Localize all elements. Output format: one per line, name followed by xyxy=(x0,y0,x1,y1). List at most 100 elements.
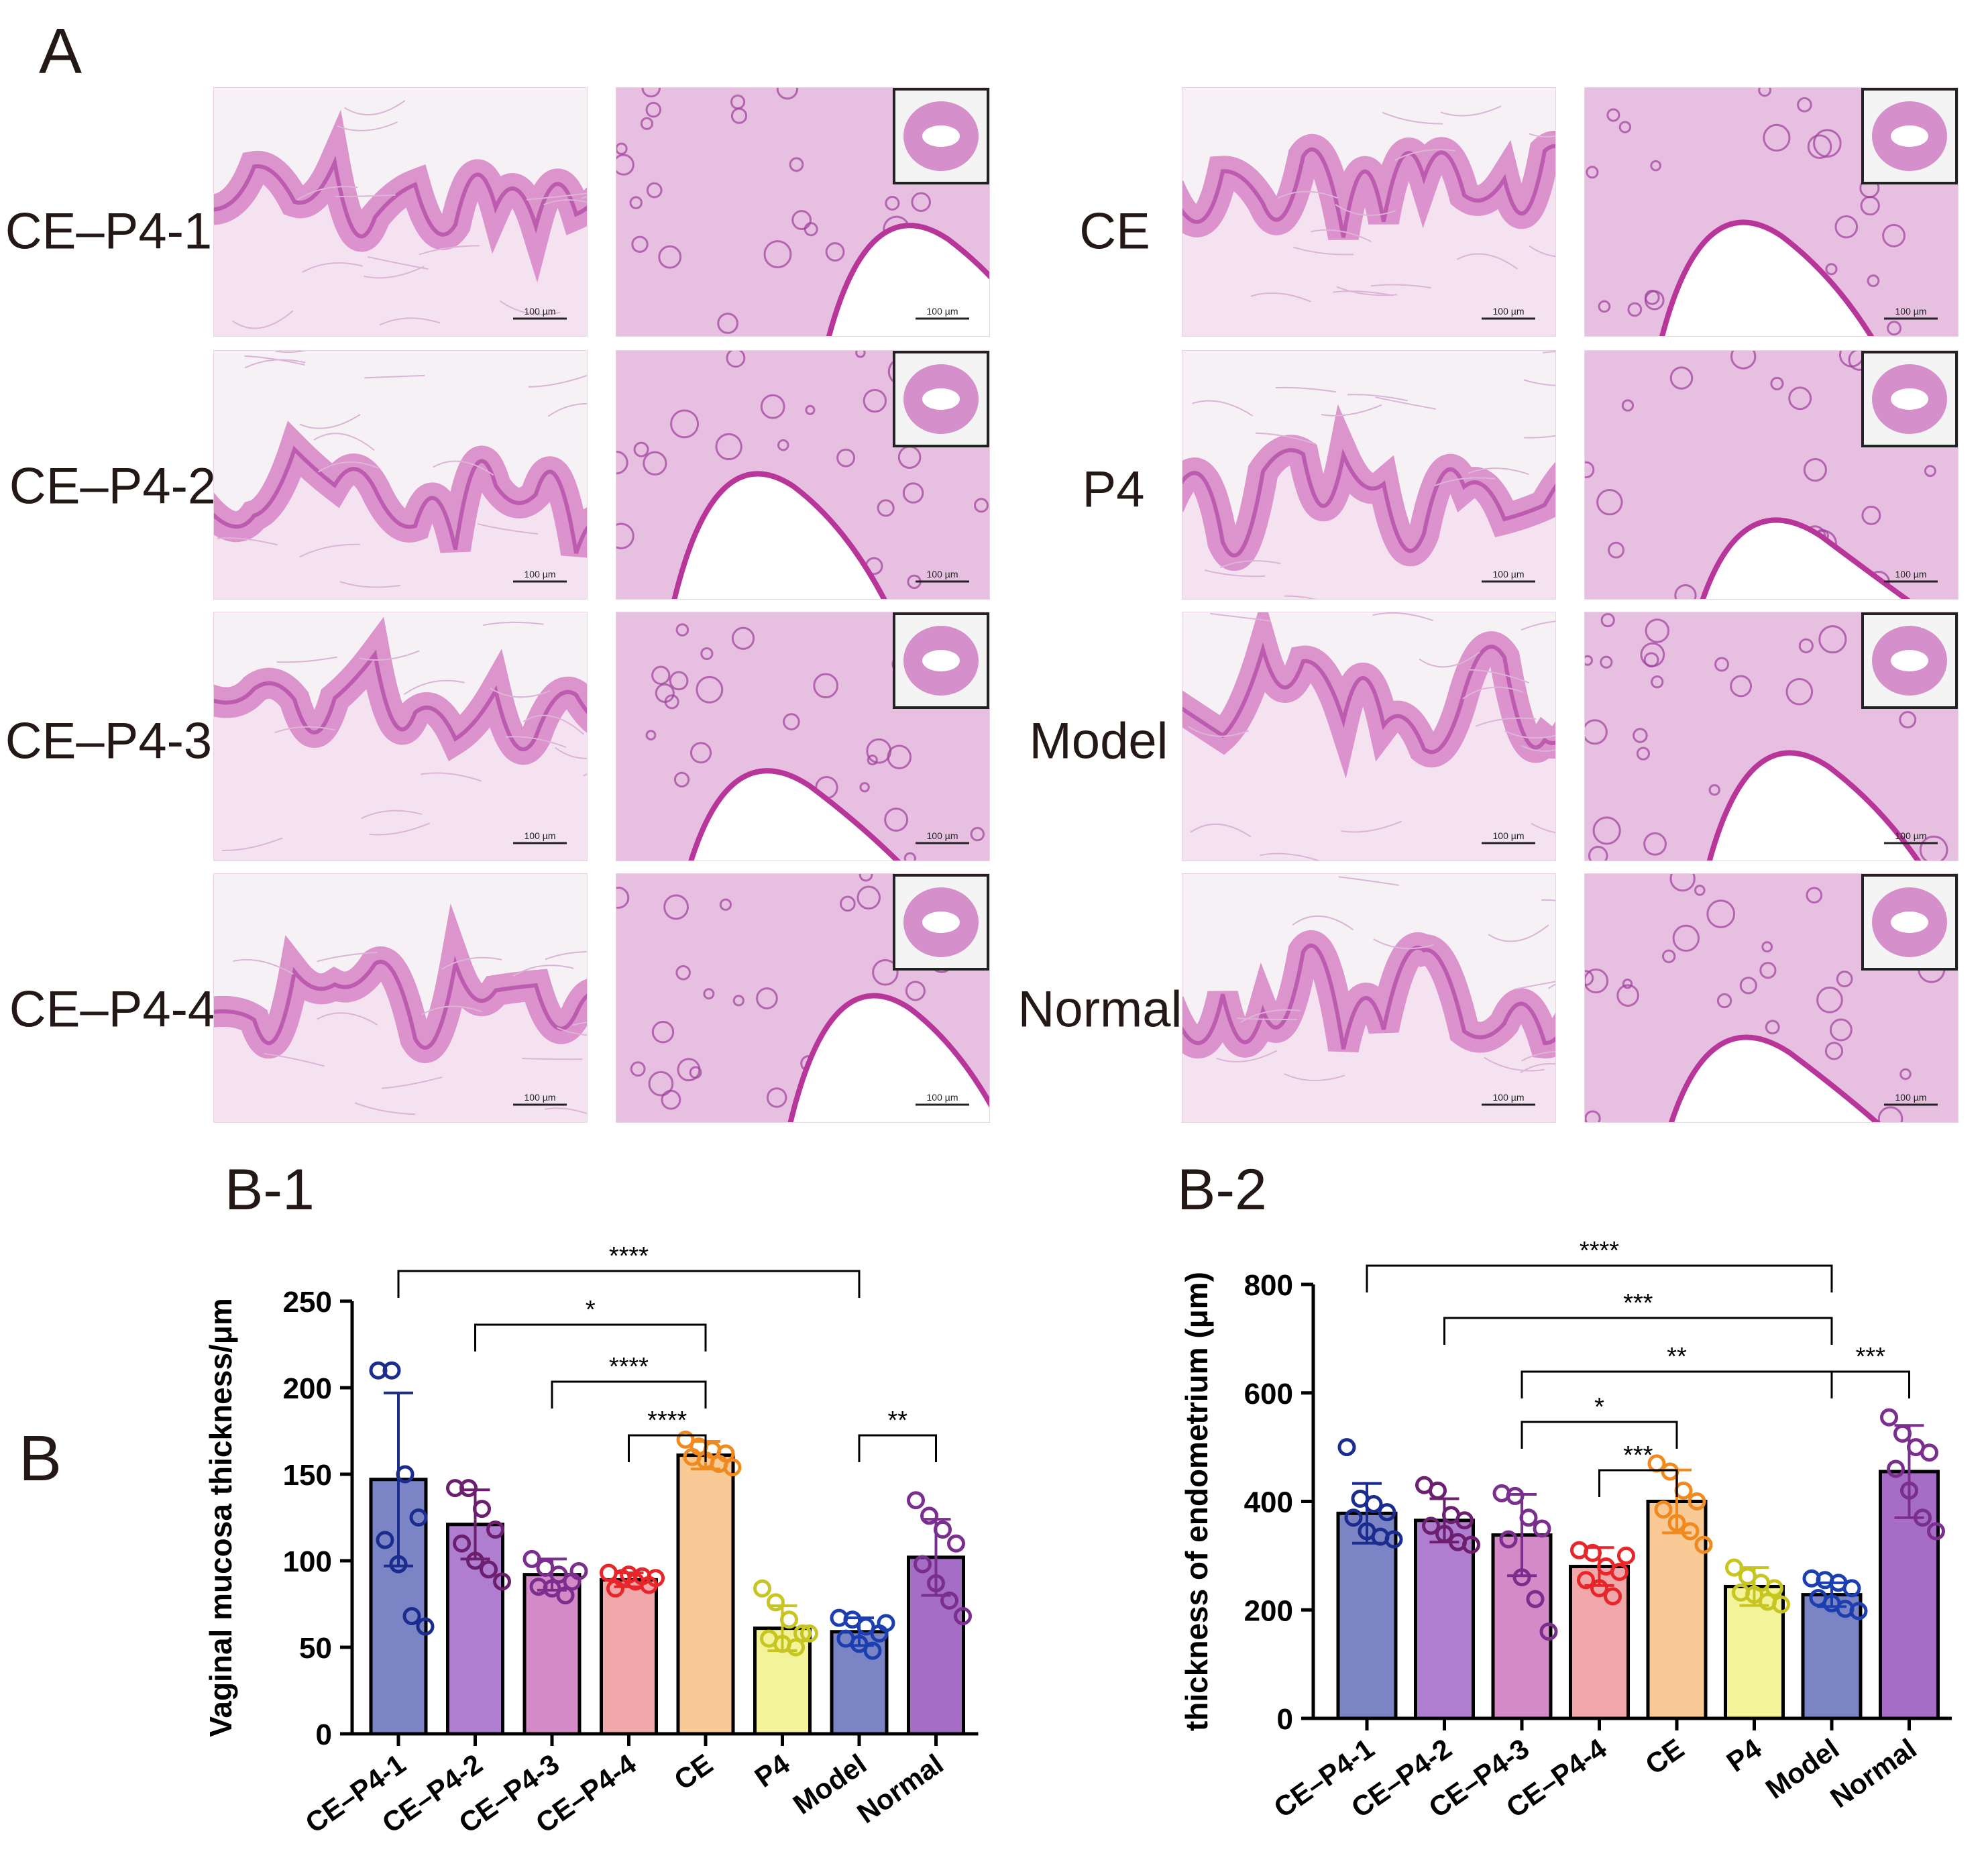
row-label-normal: Normal xyxy=(1017,981,1182,1038)
data-point xyxy=(850,1635,869,1653)
bar-ce-p4-1 xyxy=(1336,1511,1398,1720)
significance-label: ** xyxy=(887,1406,907,1435)
significance-bracket xyxy=(551,1380,707,1409)
x-tick-label: Normal xyxy=(851,1748,948,1829)
data-point xyxy=(927,1574,945,1593)
micrograph-right-3-vagina: 100 µm xyxy=(1182,873,1556,1123)
y-tick-label: 0 xyxy=(1277,1703,1293,1736)
y-tick-label: 600 xyxy=(1244,1378,1293,1411)
data-point xyxy=(767,1593,785,1612)
data-point xyxy=(1661,1462,1679,1481)
micrograph-left-1-uterus: 100 µm xyxy=(616,350,990,600)
data-point xyxy=(1893,1424,1912,1443)
panel-label-b: B xyxy=(19,1423,62,1494)
data-point xyxy=(1364,1495,1383,1514)
micrograph-image: 100 µm xyxy=(214,351,587,599)
micrograph-image: 100 µm xyxy=(1182,351,1555,599)
scale-bar-label: 100 µm xyxy=(1895,1092,1927,1103)
micrograph-image: 100 µm xyxy=(1182,876,1555,1122)
data-point xyxy=(556,1586,575,1605)
data-point xyxy=(1654,1500,1673,1519)
data-point xyxy=(1337,1438,1356,1457)
data-point xyxy=(486,1521,504,1539)
micrograph-image: 100 µm xyxy=(214,903,587,1122)
micrograph-image: 100 µm xyxy=(1585,351,1958,599)
data-point xyxy=(1694,1535,1713,1554)
data-point xyxy=(676,1430,695,1449)
data-point xyxy=(493,1572,511,1591)
data-point xyxy=(549,1565,568,1584)
significance-label: **** xyxy=(609,1242,649,1270)
data-point xyxy=(934,1521,952,1539)
scale-bar-label: 100 µm xyxy=(524,306,556,317)
scale-bar-label: 100 µm xyxy=(927,830,958,841)
data-point xyxy=(857,1617,875,1636)
scale-bar-label: 100 µm xyxy=(1895,830,1927,841)
row-label-model: Model xyxy=(1029,712,1168,770)
data-point xyxy=(1512,1568,1531,1587)
data-point xyxy=(569,1561,588,1580)
data-point xyxy=(843,1610,862,1629)
data-point xyxy=(723,1458,742,1477)
bar-ce-p4-4 xyxy=(600,1578,658,1736)
y-tick-label: 0 xyxy=(316,1718,332,1751)
data-point xyxy=(536,1558,555,1577)
data-point xyxy=(522,1549,541,1568)
y-tick-label: 200 xyxy=(283,1372,332,1405)
scale-bar-label: 100 µm xyxy=(524,830,556,841)
data-point xyxy=(1610,1563,1628,1582)
significance-bracket xyxy=(1521,1421,1678,1449)
data-point xyxy=(453,1534,471,1553)
micrograph-right-2-uterus: 100 µm xyxy=(1584,612,1958,861)
significance-bracket xyxy=(1366,1264,1833,1292)
data-point xyxy=(1539,1622,1558,1641)
y-tick-label: 800 xyxy=(1244,1269,1293,1302)
panel-label-b2: B-2 xyxy=(1177,1158,1267,1222)
significance-label: *** xyxy=(1856,1343,1886,1371)
data-point xyxy=(780,1610,798,1629)
data-point xyxy=(1526,1590,1545,1608)
data-point xyxy=(1577,1571,1595,1590)
significance-label: * xyxy=(1594,1393,1604,1421)
micrograph-left-2-vagina: 100 µm xyxy=(213,612,588,861)
data-point xyxy=(389,1555,408,1574)
data-point xyxy=(753,1579,771,1598)
significance-label: ** xyxy=(1667,1343,1687,1371)
data-point xyxy=(1688,1492,1706,1510)
data-point xyxy=(409,1508,428,1527)
row-label-ce-p4-3: CE–P4-3 xyxy=(5,712,213,770)
data-point xyxy=(473,1500,491,1519)
y-tick-label: 200 xyxy=(1244,1594,1293,1627)
y-axis-label: thickness of endometrium (μm) xyxy=(1179,1272,1214,1731)
micrograph-image: 100 µm xyxy=(645,612,989,861)
data-point xyxy=(416,1617,435,1636)
y-axis-label: Vaginal mucosa thickness/μm xyxy=(203,1298,238,1737)
panel-label-b1: B-1 xyxy=(225,1158,315,1222)
data-point xyxy=(402,1607,421,1626)
scale-bar-label: 100 µm xyxy=(1493,1092,1525,1103)
data-point xyxy=(1499,1530,1518,1549)
data-point xyxy=(396,1465,415,1484)
significance-bracket xyxy=(1830,1370,1910,1398)
data-point xyxy=(1384,1530,1403,1549)
data-point xyxy=(877,1614,895,1633)
micrograph-right-1-vagina: 100 µm xyxy=(1182,350,1556,600)
data-point xyxy=(1429,1481,1447,1500)
row-label-ce-p4-2: CE–P4-2 xyxy=(9,457,217,515)
data-point xyxy=(907,1491,925,1510)
data-point xyxy=(1725,1558,1743,1577)
micrograph-image: 100 µm xyxy=(1182,105,1555,336)
data-point xyxy=(863,1641,882,1660)
micrograph-left-0-vagina: 100 µm xyxy=(213,87,588,337)
data-point xyxy=(1920,1443,1938,1462)
data-point xyxy=(480,1560,498,1579)
data-point xyxy=(1590,1579,1608,1598)
data-point xyxy=(1604,1587,1622,1606)
micrograph-image: 100 µm xyxy=(616,88,989,336)
data-point xyxy=(1842,1579,1861,1598)
significance-label: **** xyxy=(609,1353,649,1381)
micrograph-right-0-uterus: 100 µm xyxy=(1584,87,1958,337)
scale-bar-label: 100 µm xyxy=(1493,830,1525,841)
significance-bracket xyxy=(474,1323,707,1351)
bar-ce-p4-4 xyxy=(1569,1565,1630,1720)
